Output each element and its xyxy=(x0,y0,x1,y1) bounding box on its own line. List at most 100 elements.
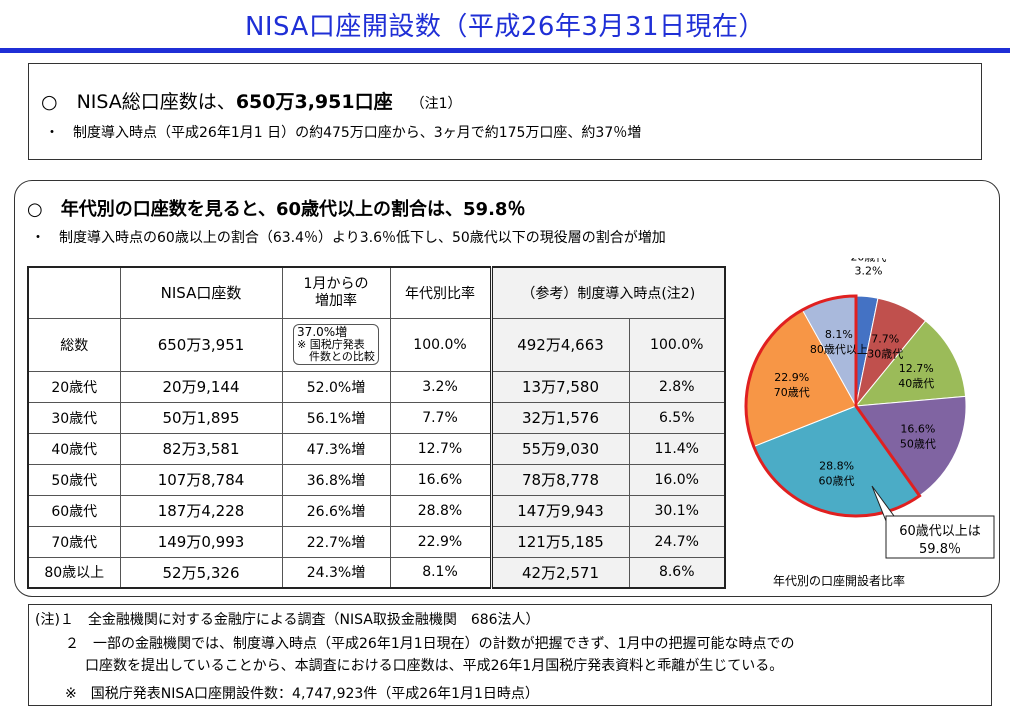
header-blank xyxy=(27,266,121,319)
pie-category-label: 60歳代 xyxy=(819,474,855,487)
row-growth: 22.7%増 xyxy=(281,525,391,558)
total-growth-note2: 件数との比較 xyxy=(309,350,375,363)
note-line-1: (注)１ 全金融機関に対する金融庁による調査（NISA取扱金融機関 686法人） xyxy=(35,612,540,628)
row-accounts: 187万4,228 xyxy=(119,494,283,527)
row-label: 40歳代 xyxy=(27,432,121,465)
pie-value-label: 12.7% xyxy=(899,362,934,375)
row-label: 80歳以上 xyxy=(27,556,121,589)
row-ratio: 16.6% xyxy=(389,463,492,496)
pie-slices xyxy=(744,294,967,518)
pie-highlight-outline xyxy=(744,294,922,518)
page-title: NISA口座開設数（平成26年3月31日現在） xyxy=(244,12,766,42)
table-row: 80歳以上 52万5,326 24.3%増 8.1% 42万2,571 8.6% xyxy=(27,556,726,589)
summary-total-prefix: ○ NISA総口座数は、 xyxy=(41,91,236,113)
row-label: 70歳代 xyxy=(27,525,121,558)
header-ratio: 年代別比率 xyxy=(389,266,492,319)
table-row: 20歳代 20万9,144 52.0%増 3.2% 13万7,580 2.8% xyxy=(27,370,726,403)
row-label: 20歳代 xyxy=(27,370,121,403)
table-row-total: 総数 650万3,951 37.0%増 ※ 国税庁発表 件数との比較 100.0… xyxy=(27,317,726,372)
total-growth-cell: 37.0%増 ※ 国税庁発表 件数との比較 xyxy=(281,317,391,372)
pie-slice-40歳代 xyxy=(854,320,967,407)
header-growth-line1: 1月からの xyxy=(303,275,369,292)
callout-line2: 59.8％ xyxy=(919,542,961,557)
pie-category-label: 40歳代 xyxy=(898,377,934,390)
age-pie-chart: 3.2%20歳代 7.7% 30歳代 12.7% 40歳代 16.6% 50歳代 28.8% 6… xyxy=(744,258,995,559)
pie-value-label: 8.1% xyxy=(825,328,853,341)
pie-callout: 60歳代以上は 59.8％ xyxy=(871,485,995,559)
age-breakdown-headline: ○ 年代別の口座数を見ると、60歳代以上の割合は、59.8％ xyxy=(27,199,526,220)
row-accounts: 52万5,326 xyxy=(119,556,283,589)
pie-value-label: 7.7% xyxy=(871,332,899,345)
note-line-2: ２ 一部の金融機関では、制度導入時点（平成26年1月1日現在）の計数が把握できず… xyxy=(65,636,795,652)
row-ratio: 12.7% xyxy=(389,432,492,465)
row-accounts: 50万1,895 xyxy=(119,401,283,434)
row-ref-accounts: 78万8,778 xyxy=(489,463,630,496)
row-label: 50歳代 xyxy=(27,463,121,496)
age-breakdown-detail: ・ 制度導入時点の60歳以上の割合（63.4％）より3.6％低下し、50歳代以下… xyxy=(31,230,666,246)
row-ratio: 8.1% xyxy=(389,556,492,589)
pie-value-label: 3.2% xyxy=(854,265,882,278)
row-ref-accounts: 13万7,580 xyxy=(489,370,630,403)
total-ref-accounts: 492万4,663 xyxy=(489,317,630,372)
summary-total-box: ○ NISA総口座数は、650万3,951口座 （注1） ・ 制度導入時点（平成2… xyxy=(28,63,982,160)
row-ref-ratio: 6.5% xyxy=(628,401,726,434)
row-label: 30歳代 xyxy=(27,401,121,434)
pie-slice-50歳代 xyxy=(855,395,967,497)
summary-total-count: 650万3,951口座 xyxy=(235,91,393,113)
pie-category-label: 80歳代以上 xyxy=(810,343,868,356)
row-ref-ratio: 8.6% xyxy=(628,556,726,589)
row-growth: 56.1%増 xyxy=(281,401,391,434)
table-row: 30歳代 50万1,895 56.1%増 7.7% 32万1,576 6.5% xyxy=(27,401,726,434)
pie-value-label: 22.9% xyxy=(774,371,809,384)
total-ref-ratio: 100.0% xyxy=(628,317,726,372)
summary-total-note: （注1） xyxy=(410,96,462,112)
total-growth-note1: ※ 国税庁発表 xyxy=(297,338,365,351)
row-ratio: 22.9% xyxy=(389,525,492,558)
age-table: NISA口座数 1月からの 増加率 年代別比率 （参考）制度導入時点(注2) 総数… xyxy=(27,266,726,589)
pie-category-label: 20歳代 xyxy=(850,258,886,264)
row-ref-accounts: 55万9,030 xyxy=(489,432,630,465)
summary-total-detail: ・ 制度導入時点（平成26年1月1 日）の約475万口座から、3ヶ月で約175万… xyxy=(45,125,642,141)
row-ref-ratio: 2.8% xyxy=(628,370,726,403)
title-divider xyxy=(0,48,1010,53)
row-accounts: 20万9,144 xyxy=(119,370,283,403)
row-growth: 47.3%増 xyxy=(281,432,391,465)
row-ref-ratio: 30.1% xyxy=(628,494,726,527)
row-ratio: 28.8% xyxy=(389,494,492,527)
pie-value-label: 28.8% xyxy=(819,459,854,472)
pie-value-label: 16.6% xyxy=(900,423,935,436)
pie-category-label: 70歳代 xyxy=(774,386,810,399)
row-ref-accounts: 42万2,571 xyxy=(489,556,630,589)
table-row: 60歳代 187万4,228 26.6%増 28.8% 147万9,943 30.1% xyxy=(27,494,726,527)
pie-category-label: 30歳代 xyxy=(867,347,903,360)
note-line-3: 口座数を提出していることから、本調査における口座数は、平成26年1月国税庁発表資… xyxy=(85,658,784,674)
row-ref-accounts: 32万1,576 xyxy=(489,401,630,434)
notes-box: (注)１ 全金融機関に対する金融庁による調査（NISA取扱金融機関 686法人）… xyxy=(28,604,992,706)
row-ratio: 7.7% xyxy=(389,401,492,434)
callout-line1: 60歳代以上は xyxy=(899,524,981,539)
row-ratio: 3.2% xyxy=(389,370,492,403)
row-ref-ratio: 16.0% xyxy=(628,463,726,496)
table-header-row: NISA口座数 1月からの 増加率 年代別比率 （参考）制度導入時点(注2) xyxy=(27,266,726,319)
table-row: 40歳代 82万3,581 47.3%増 12.7% 55万9,030 11.4% xyxy=(27,432,726,465)
note-line-4: ※ 国税庁発表NISA口座開設件数：4,747,923件（平成26年1月1日時点… xyxy=(65,686,539,702)
total-accounts: 650万3,951 xyxy=(119,317,283,372)
row-accounts: 82万3,581 xyxy=(119,432,283,465)
row-growth: 26.6%増 xyxy=(281,494,391,527)
total-label: 総数 xyxy=(27,317,121,372)
table-row: 50歳代 107万8,784 36.8%増 16.6% 78万8,778 16.0% xyxy=(27,463,726,496)
pie-labels: 3.2%20歳代 7.7% 30歳代 12.7% 40歳代 16.6% 50歳代 28.8% 6… xyxy=(774,258,936,487)
row-ref-accounts: 147万9,943 xyxy=(489,494,630,527)
header-reference: （参考）制度導入時点(注2) xyxy=(489,266,726,319)
row-growth: 24.3%増 xyxy=(281,556,391,589)
row-label: 60歳代 xyxy=(27,494,121,527)
total-growth-box: 37.0%増 ※ 国税庁発表 件数との比較 xyxy=(293,324,379,365)
table-row: 70歳代 149万0,993 22.7%増 22.9% 121万5,185 24.7% xyxy=(27,525,726,558)
header-accounts: NISA口座数 xyxy=(119,266,283,319)
row-accounts: 107万8,784 xyxy=(119,463,283,496)
row-ref-accounts: 121万5,185 xyxy=(489,525,630,558)
row-ref-ratio: 11.4% xyxy=(628,432,726,465)
row-accounts: 149万0,993 xyxy=(119,525,283,558)
row-growth: 52.0%増 xyxy=(281,370,391,403)
pie-category-label: 50歳代 xyxy=(900,438,936,451)
